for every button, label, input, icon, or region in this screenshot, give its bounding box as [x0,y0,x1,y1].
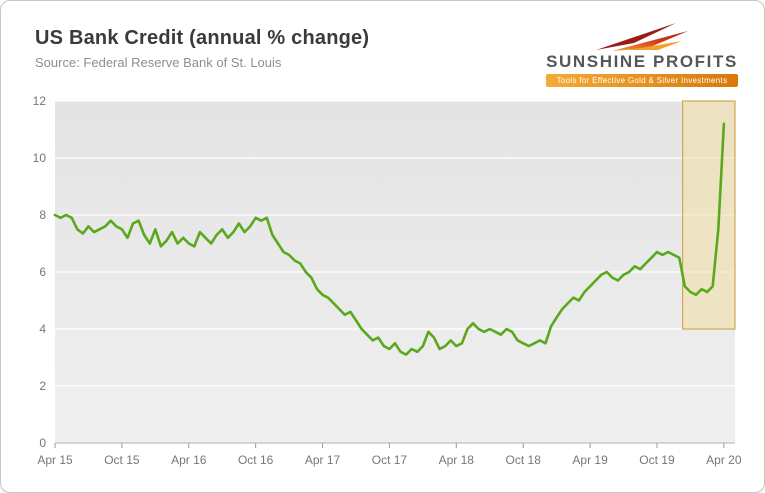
x-tick-label: Apr 18 [439,453,475,467]
chart-header: US Bank Credit (annual % change) Source:… [1,1,764,87]
x-tick-label: Oct 17 [372,453,408,467]
y-tick-label: 8 [39,208,46,222]
line-chart: 0 2 4 6 8 10 12 Apr 15 Oct 15 Apr 16 Oct 16 Apr 17 O… [1,87,764,480]
title-block: US Bank Credit (annual % change) Source:… [35,19,369,70]
y-tick-label: 0 [39,436,46,450]
chart-source: Source: Federal Reserve Bank of St. Loui… [35,55,282,70]
highlight-band [682,100,736,330]
y-tick-label: 6 [39,265,46,279]
x-tick-label: Oct 15 [104,453,140,467]
x-tick-label: Oct 19 [639,453,675,467]
logo-arrows-icon [596,23,688,51]
x-tick-label: Apr 15 [37,453,73,467]
y-tick-label: 10 [33,151,47,165]
logo-tagline: Tools for Effective Gold & Silver Invest… [546,74,738,87]
logo-brand-text: SUNSHINE PROFITS [546,52,738,71]
y-tick-label: 2 [39,379,46,393]
x-tick-label: Apr 19 [572,453,608,467]
y-tick-label: 12 [33,94,47,108]
x-tick-label: Oct 16 [238,453,274,467]
x-tick-label: Apr 17 [305,453,341,467]
y-tick-label: 4 [39,322,46,336]
chart-title: US Bank Credit (annual % change) [35,27,370,49]
chart-svg: 0 2 4 6 8 10 12 Apr 15 Oct 15 Apr 16 Oct 16 Apr 17 O… [33,94,742,467]
x-tick-label: Apr 20 [706,453,742,467]
x-tick-label: Oct 18 [506,453,542,467]
sunshine-profits-logo: SUNSHINE PROFITS Tools for Effective Gol… [546,21,738,87]
x-tick-label: Apr 16 [171,453,207,467]
credit-line [53,122,726,356]
